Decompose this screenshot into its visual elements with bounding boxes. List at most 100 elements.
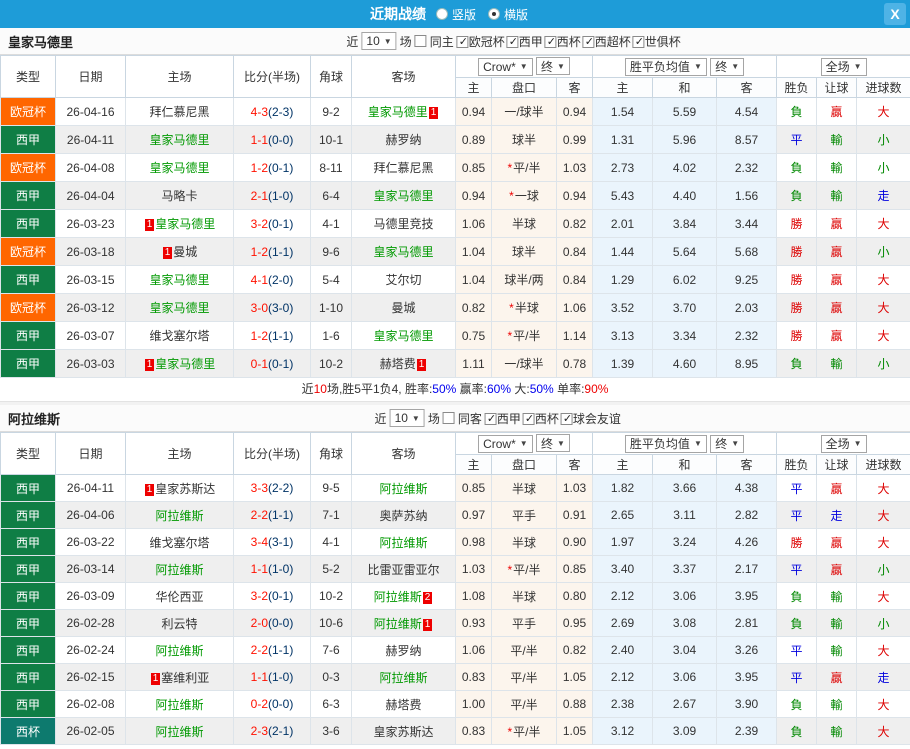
home-team: 1 皇家马德里	[125, 349, 234, 378]
match-count-select[interactable]: 10 ▼	[389, 409, 425, 427]
corner-score: 6-3	[310, 690, 352, 718]
league-checkbox[interactable]	[484, 412, 497, 425]
away-odds: 0.94	[555, 181, 594, 210]
scope-select[interactable]: 全场 ▼	[820, 57, 867, 76]
league-checkbox[interactable]	[506, 35, 519, 48]
result-goals: 走	[856, 663, 910, 691]
handicap: 球半	[491, 125, 557, 154]
same-away-checkbox[interactable]	[442, 412, 455, 424]
final-odds-select[interactable]: 终 ▼	[536, 434, 570, 453]
avg-away: 5.68	[716, 237, 778, 266]
home-odds: 0.89	[455, 125, 492, 154]
league-checkbox[interactable]	[522, 412, 535, 425]
avg-draw: 3.08	[652, 609, 718, 637]
match-count-select[interactable]: 10 ▼	[361, 32, 397, 50]
away-team: 阿拉维斯 2	[351, 582, 456, 610]
summary-segment: 大:	[511, 382, 530, 396]
score: 3-2(0-1)	[233, 582, 311, 610]
sub-result-handicap: 让球	[816, 77, 858, 98]
avg-draw: 3.06	[652, 663, 718, 691]
avg-home: 2.65	[592, 501, 654, 529]
avg-away: 9.25	[716, 265, 778, 294]
radio-dot-icon[interactable]	[488, 8, 500, 20]
close-icon[interactable]: X	[884, 3, 906, 25]
result-wdl: 負	[776, 349, 818, 378]
sub-home-odds: 主	[455, 454, 492, 475]
avg-odds-select[interactable]: 胜平负均值 ▼	[624, 434, 707, 453]
filter-controls: 近 10▼ 场 同主 欧冠杯西甲西杯西超杯世俱杯	[346, 32, 685, 50]
avg-draw: 6.02	[652, 265, 718, 294]
corner-score: 7-6	[310, 636, 352, 664]
chevron-down-icon: ▼	[557, 438, 565, 448]
layout-radio-group: 竖版 横版	[435, 6, 540, 23]
corner-score: 3-6	[310, 717, 352, 745]
result-handicap: 走	[816, 501, 858, 529]
home-odds: 1.11	[455, 349, 492, 378]
match-row: 西杯 26-02-05 阿拉维斯 2-3(2-1) 3-6 皇家苏斯达 0.83 *平/半 1.…	[0, 717, 910, 745]
avg-home: 1.97	[592, 528, 654, 556]
league-checkbox-label: 西杯	[556, 34, 581, 49]
avg-odds-select[interactable]: 胜平负均值 ▼	[624, 57, 707, 76]
bookmaker-select[interactable]: Crow* ▼	[478, 434, 533, 453]
corner-score: 9-6	[310, 237, 352, 266]
league-checkbox[interactable]	[582, 35, 595, 48]
radio-horizontal-layout[interactable]: 横版	[488, 6, 528, 23]
same-home-checkbox[interactable]	[414, 35, 427, 47]
avg-home: 1.44	[592, 237, 654, 266]
bookmaker-select[interactable]: Crow* ▼	[478, 57, 533, 76]
real-madrid-matches-table: 类型 日期 主场 比分(半场) 角球 客场 Crow* ▼ 终 ▼ 胜平负均值 ▼ 终…	[0, 55, 910, 378]
summary-segment: 近	[301, 382, 314, 396]
avg-draw: 2.67	[652, 690, 718, 718]
avg-home: 3.12	[592, 717, 654, 745]
away-odds: 0.94	[555, 97, 594, 126]
league-checkbox[interactable]	[560, 412, 573, 425]
rank-badge: 1	[416, 359, 427, 371]
final-odds-select[interactable]: 终 ▼	[536, 57, 570, 76]
result-handicap: 輸	[816, 609, 858, 637]
home-odds: 0.83	[455, 717, 492, 745]
corner-score: 4-1	[310, 528, 352, 556]
avg-home: 2.69	[592, 609, 654, 637]
chevron-down-icon: ▼	[693, 439, 702, 448]
league-checkbox-group: 西甲西杯球会友谊	[484, 410, 623, 427]
radio-vertical-layout[interactable]: 竖版	[435, 6, 476, 23]
result-wdl: 負	[776, 97, 818, 126]
avg-home: 2.38	[592, 690, 654, 718]
rank-badge: 1	[422, 618, 433, 631]
radio-circle-icon[interactable]	[435, 8, 448, 20]
handicap: 半球	[491, 582, 557, 610]
away-team: 阿拉维斯	[351, 474, 456, 502]
avg-draw: 3.04	[652, 636, 718, 664]
section-header-alaves: 阿拉维斯 近 10▼ 场 同客 西甲西杯球会友谊	[0, 402, 910, 432]
league-checkbox[interactable]	[632, 35, 645, 48]
match-date: 26-03-12	[55, 293, 126, 322]
team-name: 皇家马德里	[8, 34, 74, 50]
avg-draw: 4.40	[652, 181, 718, 210]
league-checkbox[interactable]	[544, 35, 557, 48]
handicap: 半球	[491, 528, 557, 556]
avg-draw: 5.59	[652, 97, 718, 126]
avg-away: 4.26	[716, 528, 778, 556]
home-odds: 0.98	[455, 528, 492, 556]
summary-segment: 场,胜5平1负4, 胜率:	[326, 382, 433, 396]
result-goals: 大	[856, 528, 910, 556]
col-type: 类型	[0, 432, 56, 475]
final-avg-select[interactable]: 终 ▼	[710, 57, 745, 76]
col-type: 类型	[0, 55, 56, 98]
final-avg-select[interactable]: 终 ▼	[710, 434, 745, 453]
league-checkbox[interactable]	[456, 35, 469, 48]
result-wdl: 平	[776, 125, 818, 154]
chevron-down-icon: ▼	[519, 62, 528, 72]
score: 0-1(0-1)	[233, 349, 311, 378]
scope-select[interactable]: 全场 ▼	[820, 434, 867, 453]
match-row: 西甲 26-02-24 阿拉维斯 2-2(1-1) 7-6 赫罗纳 1.06 平/半 0.82 2…	[0, 636, 910, 664]
away-team: 赫罗纳	[351, 636, 456, 664]
handicap: 球半	[491, 237, 557, 266]
match-date: 26-03-18	[55, 237, 126, 266]
league-checkbox-label: 欧冠杯	[468, 34, 505, 49]
result-goals: 走	[856, 181, 910, 210]
score: 3-2(0-1)	[233, 209, 311, 238]
handicap: *平/半	[491, 153, 557, 182]
league-badge: 西甲	[0, 349, 56, 378]
home-team: 1 塞维利亚	[125, 663, 234, 691]
